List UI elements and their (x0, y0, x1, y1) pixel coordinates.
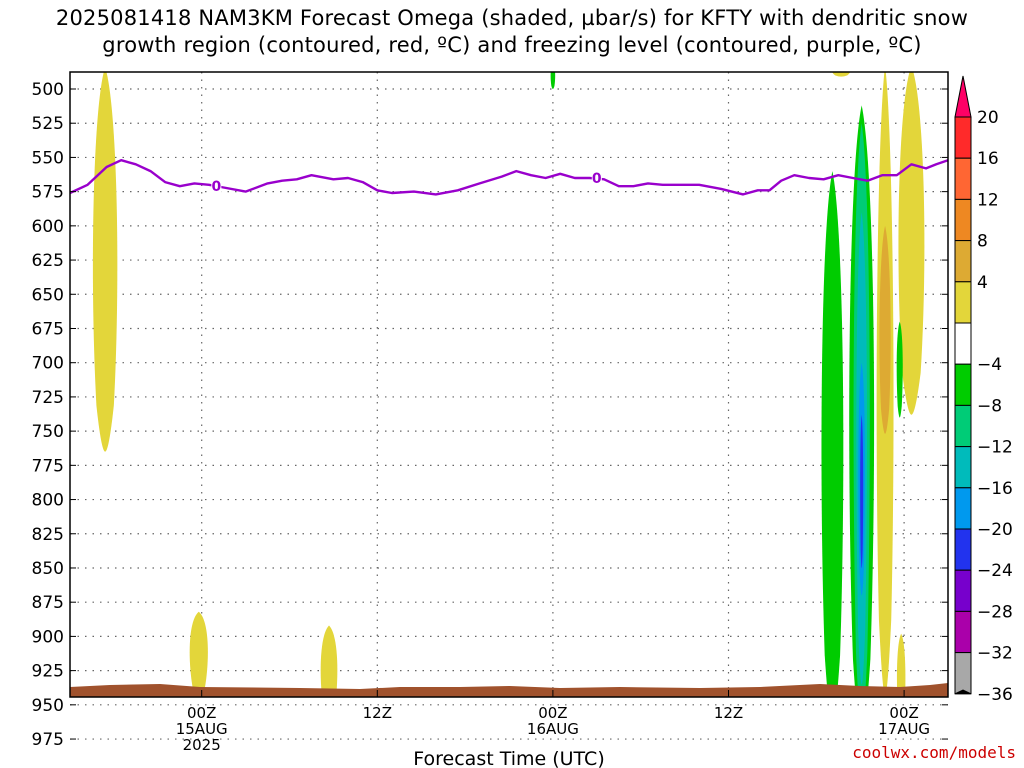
colorbar-segment-13 (954, 652, 972, 695)
colorbar-label-4: 4 (977, 273, 988, 293)
colorbar-label-3: 8 (977, 232, 988, 252)
y-tick-label-850: 850 (32, 559, 64, 579)
omega-region-4 (821, 171, 844, 697)
omega-region-15 (832, 72, 851, 77)
omega-region-2 (320, 625, 338, 697)
colorbar-label-10: −24 (977, 561, 1013, 581)
colorbar-segment-6 (954, 363, 972, 406)
y-tick-label-875: 875 (32, 593, 64, 613)
colorbar-label-6: −8 (977, 396, 1002, 416)
x-tick-label-4-0: 00Z (889, 704, 918, 722)
y-tick-label-975: 975 (32, 730, 64, 750)
y-tick-label-625: 625 (32, 251, 64, 271)
omega-shading (92, 72, 925, 697)
colorbar-bottom-arrow (954, 689, 972, 695)
y-tick-label-900: 900 (32, 627, 64, 647)
freezing-level-label-bg-1 (591, 170, 602, 185)
colorbar-segment-11 (954, 569, 972, 612)
colorbar-label-5: −4 (977, 355, 1002, 375)
y-tick-label-700: 700 (32, 354, 64, 374)
plot-background (70, 72, 948, 697)
chart-title-line1: 2025081418 NAM3KM Forecast Omega (shaded… (55, 6, 969, 30)
x-tick-label-2-0: 00Z (538, 704, 567, 722)
x-tick-label-0-1: 15AUG (176, 720, 228, 738)
x-tick-label-0-2: 2025 (183, 736, 221, 754)
colorbar-label-7: −12 (977, 438, 1013, 458)
colorbar-label-13: −36 (977, 685, 1013, 705)
freezing-level-label-0: 0 (211, 179, 221, 195)
colorbar-segment-12 (954, 610, 972, 654)
y-tick-label-825: 825 (32, 525, 64, 545)
y-tick-label-500: 500 (32, 80, 64, 100)
freezing-level-label-bg-0 (211, 179, 222, 194)
colorbar-label-8: −16 (977, 479, 1013, 499)
colorbar-segment-8 (954, 446, 972, 489)
omega-region-0 (92, 72, 118, 452)
x-tick-label-2-1: 16AUG (527, 720, 579, 738)
colorbar-segment-10 (954, 528, 972, 571)
y-tick-label-575: 575 (32, 183, 64, 203)
omega-region-14 (896, 633, 906, 697)
y-tick-label-675: 675 (32, 319, 64, 339)
y-tick-label-800: 800 (32, 491, 64, 511)
colorbar-segment-9 (954, 487, 972, 530)
omega-region-9 (860, 414, 864, 568)
colorbar-segment-5 (954, 322, 972, 365)
colorbar-label-0: 20 (977, 108, 999, 128)
freezing-level-label-1: 0 (592, 171, 602, 187)
y-axis: 500 525 550 575 600 625 650 675 700 725 750 775 800 8… (32, 80, 948, 750)
omega-region-1 (189, 611, 208, 697)
x-tick-label-3-0: 12Z (714, 704, 743, 722)
omega-region-13 (896, 321, 903, 418)
colorbar-segment-4 (954, 281, 972, 324)
plot-frame (69, 71, 949, 698)
chart-title-line2: growth region (contoured, red, ºC) and f… (102, 33, 922, 57)
colorbar-label-1: 16 (977, 149, 999, 169)
y-tick-label-775: 775 (32, 456, 64, 476)
colorbar-label-12: −32 (977, 644, 1013, 664)
colorbar-label-9: −20 (977, 520, 1013, 540)
x-tick-label-4-1: 17AUG (878, 720, 930, 738)
y-tick-label-525: 525 (32, 114, 64, 134)
colorbar-segment-0 (954, 116, 972, 159)
omega-region-11 (879, 225, 891, 434)
colorbar-label-2: 12 (977, 190, 999, 210)
y-tick-label-650: 650 (32, 285, 64, 305)
x-tick-label-1-0: 12Z (363, 704, 392, 722)
colorbar-label-11: −28 (977, 602, 1013, 622)
credit-text: coolwx.com/models (852, 743, 1016, 762)
y-tick-label-550: 550 (32, 148, 64, 168)
y-tick-label-725: 725 (32, 388, 64, 408)
colorbar-segment-1 (954, 157, 972, 200)
y-tick-label-750: 750 (32, 422, 64, 442)
y-tick-label-925: 925 (32, 662, 64, 682)
y-tick-label-950: 950 (32, 696, 64, 716)
x-tick-label-0-0: 00Z (187, 704, 216, 722)
y-tick-label-600: 600 (32, 217, 64, 237)
colorbar-segment-3 (954, 240, 972, 283)
omega-region-12 (898, 72, 925, 415)
colorbar-segment-7 (954, 404, 972, 448)
colorbar-segment-2 (954, 198, 972, 242)
omega-region-3 (550, 72, 556, 89)
freezing-level-contour: 00 (70, 159, 948, 196)
colorbar: 20 16 12 8 4 −4 −8 −12 −16 −20 −24 −28 −32 −36 (954, 75, 1013, 705)
x-axis-label: Forecast Time (UTC) (413, 748, 604, 768)
colorbar-top-arrow (954, 75, 972, 118)
